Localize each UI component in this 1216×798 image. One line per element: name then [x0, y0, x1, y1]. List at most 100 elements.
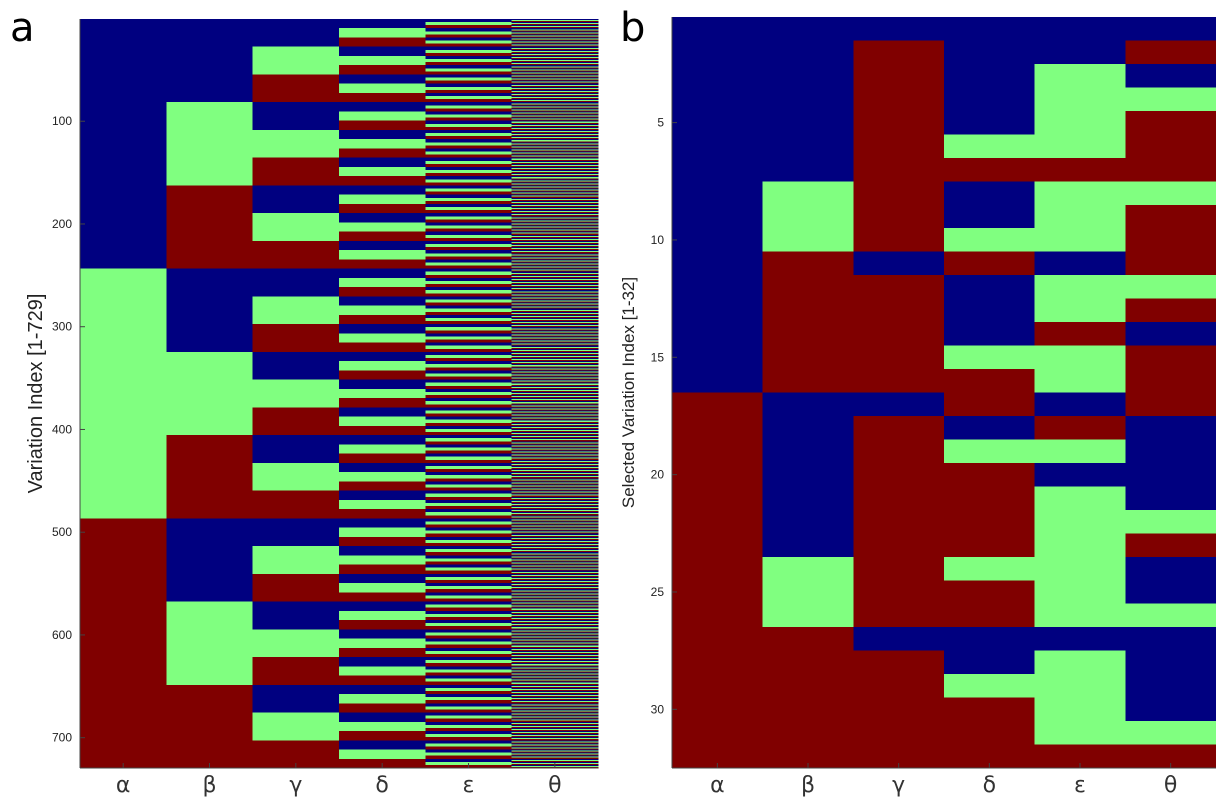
heatmap-cell [511, 396, 599, 398]
heatmap-cell [425, 435, 513, 439]
heatmap-cell [511, 122, 599, 125]
heatmap-cell [425, 317, 513, 322]
heatmap-cell [511, 657, 599, 659]
heatmap-cell [511, 155, 599, 157]
heatmap-cell [511, 329, 599, 331]
heatmap-cell [511, 181, 599, 183]
heatmap-cell [425, 607, 513, 612]
heatmap-cell [511, 233, 599, 236]
heatmap-cell [511, 462, 599, 465]
heatmap-cell [425, 623, 513, 627]
heatmap-cell [252, 19, 340, 48]
heatmap-cell [853, 17, 945, 42]
heatmap-cell [425, 345, 513, 350]
heatmap-cell [511, 486, 599, 488]
heatmap-cell [511, 91, 599, 94]
heatmap-cell [511, 438, 599, 440]
heatmap-panel-b: 5 10 15 20 25 30 α β γ δ ε θ Selected Variation Inde… [619, 17, 1216, 798]
heatmap-cell [339, 536, 426, 547]
heatmap-cell [511, 627, 599, 629]
heatmap-cell [511, 361, 599, 363]
heatmap-cell [944, 556, 1036, 581]
heatmap-cell [1034, 275, 1126, 323]
heatmap-cell [425, 83, 513, 88]
heatmap-cell [511, 198, 599, 201]
heatmap-cell [511, 365, 599, 367]
heatmap-cell [425, 133, 513, 137]
heatmap-cell [511, 722, 599, 725]
heatmap-cell [339, 185, 426, 195]
heatmap-cell [511, 323, 599, 325]
heatmap-cell [511, 111, 599, 113]
heatmap-cell [511, 577, 599, 580]
heatmap-cell [425, 55, 513, 60]
heatmap-cell [511, 229, 599, 231]
heatmap-cell [511, 161, 599, 164]
heatmap-cell [511, 58, 599, 60]
heatmap-cell [511, 83, 599, 86]
heatmap-cell [166, 102, 254, 186]
heatmap-cell [511, 488, 599, 490]
heatmap-cell [762, 17, 854, 182]
heatmap-cell [511, 601, 599, 603]
heatmap-cell [511, 339, 599, 341]
heatmap-cell [511, 739, 599, 741]
heatmap-cell [511, 166, 599, 169]
heatmap-cell [511, 222, 599, 224]
heatmap-cell [511, 351, 599, 354]
heatmap-cell [425, 391, 513, 396]
heatmap-cell [511, 450, 599, 452]
heatmap-cell [511, 411, 599, 413]
heatmap-cell [511, 490, 599, 492]
heatmap-cell [511, 64, 599, 66]
heatmap-cell [425, 62, 513, 66]
heatmap-cell [425, 629, 513, 633]
heatmap-cell [425, 635, 513, 639]
heatmap-cell [511, 636, 599, 638]
heatmap-cell [425, 80, 513, 85]
heatmap-cell [252, 296, 340, 325]
heatmap-cell [511, 602, 599, 604]
heatmap-cell [511, 598, 599, 600]
heatmap-cell [425, 715, 513, 719]
heatmap-cell [511, 185, 599, 187]
heatmap-cell [511, 619, 599, 621]
heatmap-cell [425, 506, 513, 510]
x-category-label: δ [375, 773, 388, 798]
heatmap-cell [1125, 533, 1216, 558]
heatmap-cell [339, 647, 426, 658]
heatmap-cell [511, 635, 599, 637]
heatmap-cell [425, 632, 513, 636]
heatmap-cell [425, 382, 513, 387]
heatmap-cell [511, 409, 599, 411]
heatmap-cell [339, 573, 426, 584]
heatmap-cell [511, 515, 599, 517]
heatmap-cell [425, 108, 513, 112]
heatmap-cell [511, 416, 599, 418]
heatmap-cells-b [672, 17, 1216, 769]
heatmap-cell [425, 65, 513, 69]
heatmap-cell [339, 472, 426, 482]
heatmap-cell [511, 253, 599, 255]
heatmap-cell [511, 622, 599, 624]
heatmap-cell [511, 269, 599, 272]
heatmap-cell [511, 25, 599, 27]
heatmap-cell [511, 46, 599, 49]
heatmap-cell [425, 145, 513, 149]
heatmap-cell [511, 34, 599, 36]
heatmap-cell [511, 658, 599, 660]
heatmap-cell [425, 262, 513, 266]
heatmap-cell [425, 157, 513, 162]
heatmap-cell [425, 493, 513, 498]
x-category-label: γ [289, 773, 302, 798]
heatmap-cell [511, 108, 599, 110]
heatmap-cell [511, 118, 599, 120]
heatmap-cell [339, 435, 426, 445]
heatmap-cell [511, 210, 599, 212]
heatmap-cell [511, 480, 599, 482]
heatmap-cell [511, 717, 599, 719]
heatmap-cell [425, 499, 513, 504]
heatmap-cell [511, 235, 599, 238]
heatmap-cell [339, 314, 426, 325]
heatmap-cell [511, 346, 599, 349]
